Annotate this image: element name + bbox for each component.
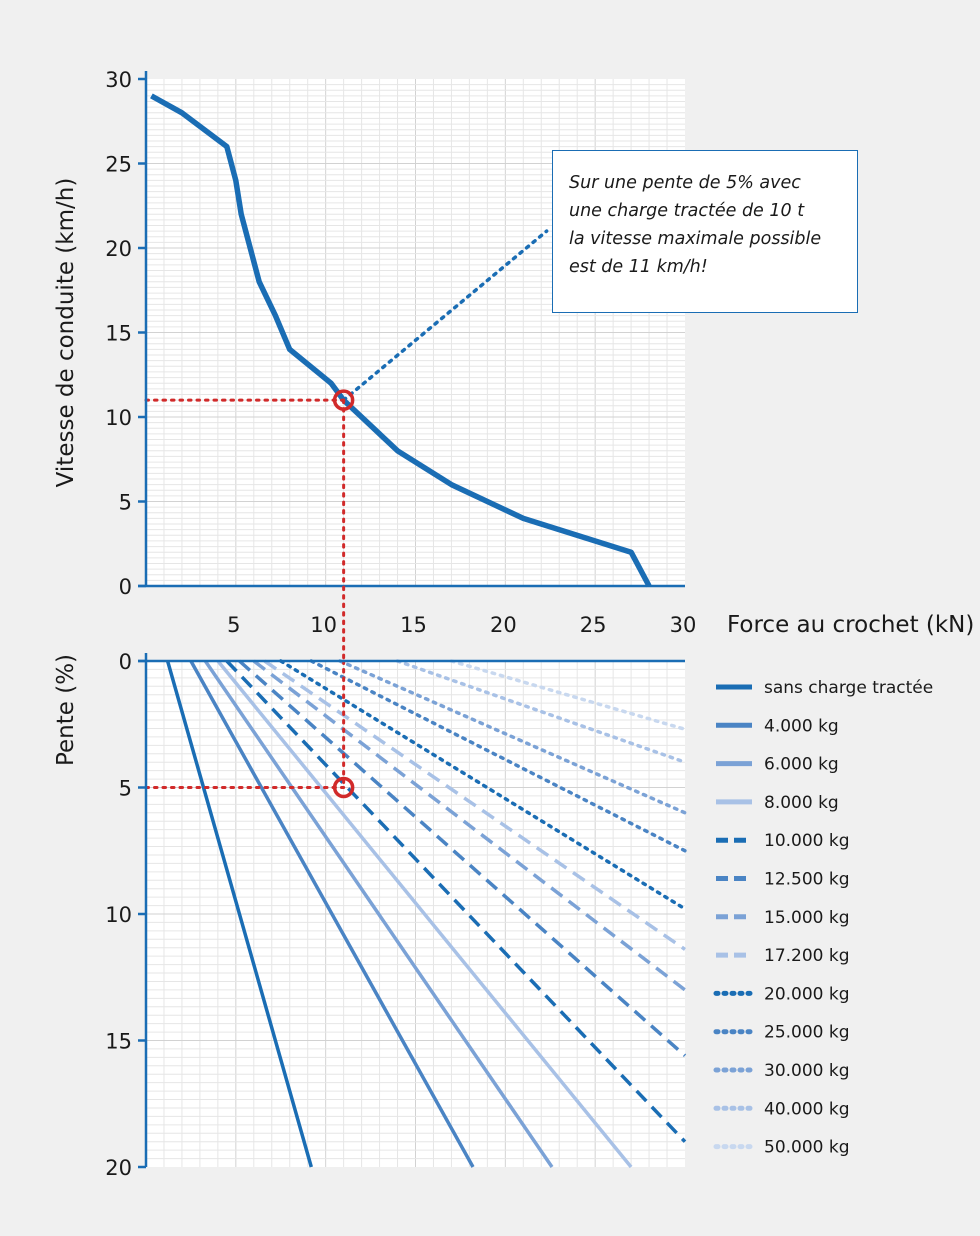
annotation-box: Sur une pente de 5% avec une charge trac… <box>552 150 858 313</box>
grade-chart-series-line-3 <box>203 660 554 1168</box>
speed-chart-x-tick-label: 10 <box>310 613 337 637</box>
grade-chart-y-tick-label: 15 <box>105 1030 132 1054</box>
legend-label-3: 6.000 kg <box>764 755 839 775</box>
legend-label-2: 4.000 kg <box>764 716 839 736</box>
legend-label-1: sans charge tractée <box>764 678 933 698</box>
legend-label-10: 25.000 kg <box>764 1023 850 1043</box>
legend-label-7: 15.000 kg <box>764 908 850 928</box>
grade-chart-series-line-2 <box>189 660 475 1168</box>
speed-chart-x-tick-label: 15 <box>400 613 427 637</box>
legend-label-4: 8.000 kg <box>764 793 839 813</box>
grade-chart-series-line-1 <box>165 660 313 1168</box>
legend-label-6: 12.500 kg <box>764 870 850 890</box>
speed-chart-y-tick-label: 5 <box>119 491 132 515</box>
grade-chart-series-line-7 <box>252 659 687 992</box>
grade-chart-series-line-9 <box>279 659 687 911</box>
speed-chart-series-line-1 <box>150 93 652 588</box>
speed-chart-y-tick-label: 30 <box>105 68 132 92</box>
speed-chart-y-tick-label: 10 <box>105 406 132 430</box>
speed-chart-projection-line <box>341 229 549 402</box>
grade-chart-series-line-8 <box>263 659 686 951</box>
annotation-line: est de 11 km/h! <box>569 257 708 277</box>
annotation-line: Sur une pente de 5% avec <box>569 173 801 193</box>
speed-chart-y-tick-label: 0 <box>119 575 132 599</box>
grade-chart-series-line-13 <box>449 659 687 732</box>
legend-label-5: 10.000 kg <box>764 831 850 851</box>
grade-chart-y-tick-label: 20 <box>105 1156 132 1180</box>
legend-label-9: 20.000 kg <box>764 984 850 1004</box>
grade-chart-y-tick-label: 5 <box>119 777 132 801</box>
speed-chart-x-tick-label: 5 <box>227 613 240 637</box>
speed-chart-y-tick-label: 25 <box>105 153 132 177</box>
grade-chart-series-line-4 <box>216 659 633 1169</box>
grade-chart-series-line-6 <box>238 659 687 1058</box>
speed-chart-y-axis-title: Vitesse de conduite (km/h) <box>53 178 79 488</box>
legend-label-8: 17.200 kg <box>764 946 850 966</box>
speed-chart-x-tick-label: 30 <box>670 613 697 637</box>
legend-label-12: 40.000 kg <box>764 1099 850 1119</box>
grade-chart-series-line-5 <box>225 659 687 1143</box>
grade-chart-y-tick-label: 0 <box>119 650 132 674</box>
grade-chart-y-axis-title: Pente (%) <box>53 654 79 766</box>
speed-chart-y-tick-label: 15 <box>105 322 132 346</box>
grade-chart-series-line-11 <box>338 659 687 815</box>
speed-chart-x-axis-title: Force au crochet (kN) <box>727 612 974 638</box>
grade-chart-series-line-12 <box>395 659 687 764</box>
grade-chart-series-line-10 <box>309 659 687 853</box>
legend-label-11: 30.000 kg <box>764 1061 850 1081</box>
speed-chart-x-tick-label: 25 <box>580 613 607 637</box>
grade-chart-y-tick-label: 10 <box>105 903 132 927</box>
speed-chart-y-tick-label: 20 <box>105 237 132 261</box>
annotation-line: une charge tractée de 10 t <box>569 201 805 221</box>
speed-chart-x-tick-label: 20 <box>490 613 517 637</box>
grade-chart-intersection-marker <box>332 776 355 799</box>
legend-label-13: 50.000 kg <box>764 1138 850 1158</box>
grade-chart-grid <box>146 661 685 1167</box>
annotation-line: la vitesse maximale possible <box>569 229 822 249</box>
